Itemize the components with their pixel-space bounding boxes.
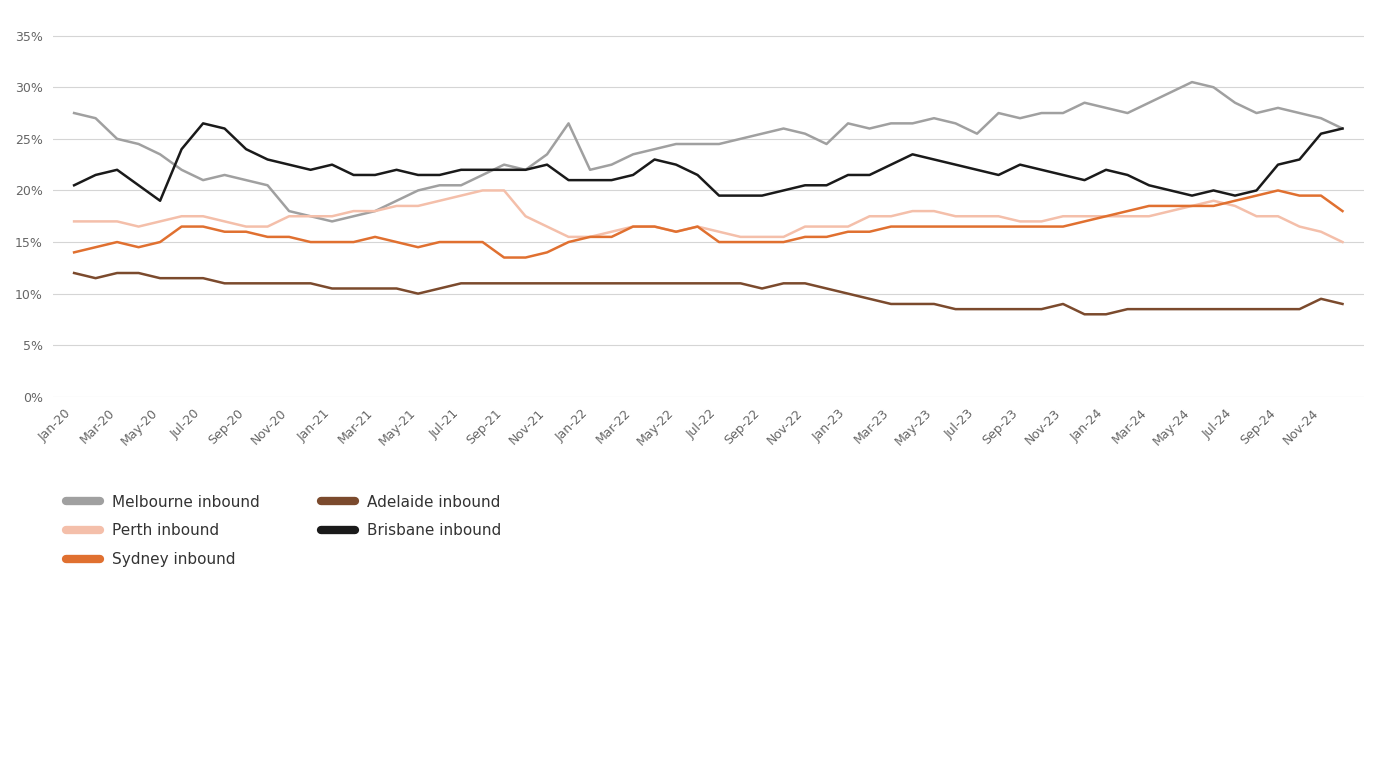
Legend: Melbourne inbound, Perth inbound, Sydney inbound, Adelaide inbound, Brisbane inb: Melbourne inbound, Perth inbound, Sydney…	[61, 488, 507, 574]
